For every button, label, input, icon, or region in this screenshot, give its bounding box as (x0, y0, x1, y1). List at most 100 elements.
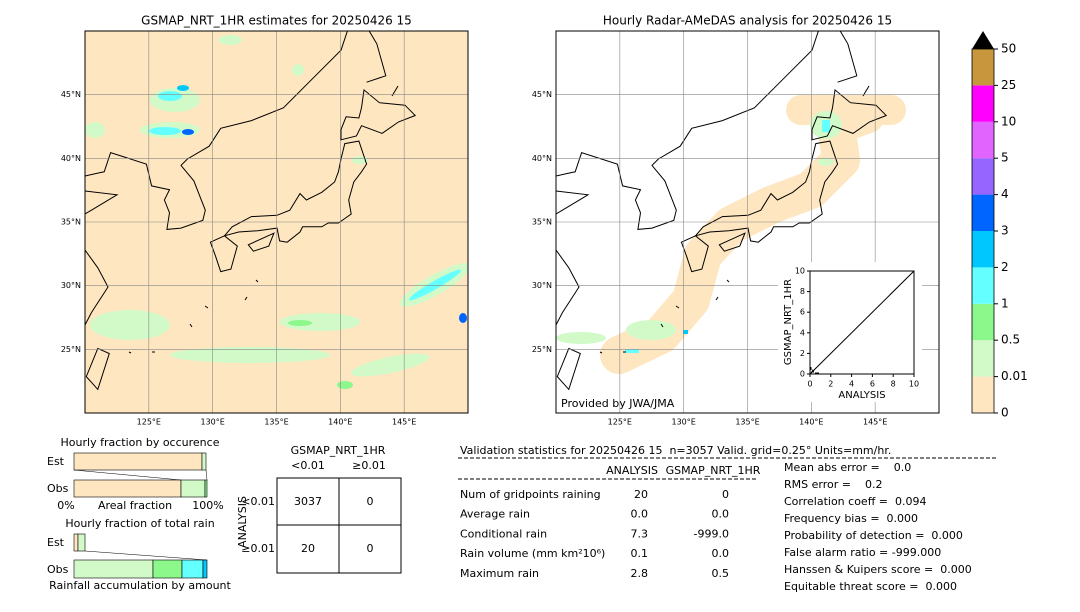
cell: 7.3 (631, 527, 649, 540)
lon-tick-label: 135°E (264, 418, 288, 427)
row-label: Rain volume (mm km²10⁶) (460, 547, 605, 560)
row-label: Obs (47, 563, 69, 576)
x-tick-label: 10 (909, 380, 919, 389)
lat-tick-label: 40°N (61, 154, 81, 163)
x-tick-label: 0 (807, 380, 812, 389)
lon-tick-label: 125°E (608, 418, 632, 427)
x-tick-label: 6 (870, 380, 875, 389)
panel-title: Hourly fraction of total rain (65, 517, 214, 530)
lat-tick-label: 40°N (532, 154, 552, 163)
panel-footer: Rainfall accumulation by amount (49, 579, 231, 592)
points (810, 367, 819, 374)
cell: 0 (367, 495, 374, 508)
score: Correlation coeff = 0.094 (784, 495, 926, 508)
panel-title: Hourly fraction by occurence (61, 436, 220, 449)
lat-tick-label: 35°N (61, 218, 81, 227)
lon-tick-label: 135°E (735, 418, 759, 427)
cell: 0.0 (631, 508, 649, 521)
colorbar-segment (972, 158, 994, 195)
lon-tick-label: 145°E (863, 418, 887, 427)
colorbar-extend (972, 31, 994, 49)
row-label: Average rain (460, 508, 530, 521)
row-label: Maximum rain (460, 567, 539, 580)
row-header: ≥0.01 (241, 542, 275, 555)
lon-tick-label: 140°E (328, 418, 352, 427)
row-title: ANALYSIS (236, 496, 249, 548)
colorbar-segment (972, 267, 994, 304)
lat-tick-label: 45°N (532, 90, 552, 99)
colorbar-segment (972, 340, 994, 377)
column-header: GSMAP_NRT_1HR (666, 464, 761, 477)
lon-tick-label: 125°E (137, 418, 161, 427)
row-label: Num of gridpoints raining (460, 488, 601, 501)
colorbar-label: 1 (1001, 296, 1009, 310)
colorbar-segment (972, 194, 994, 231)
fraction-bars (73, 452, 208, 498)
y-tick-label: 0 (800, 370, 805, 379)
precip (85, 35, 468, 389)
colorbar-label: 10 (1001, 114, 1016, 128)
cell: 2.8 (631, 567, 649, 580)
map-title: Hourly Radar-AMeDAS analysis for 2025042… (603, 14, 892, 28)
x-tick-label: 4 (849, 380, 854, 389)
colorbar-label: 50 (1001, 42, 1016, 56)
colorbar-label: 25 (1001, 78, 1016, 92)
scatter-inset: ANALYSIS GSMAP_NRT_1HR 0 2 4 6 8 10 0 2 4 6 8 10 (778, 262, 922, 402)
lat-tick-label: 25°N (532, 345, 552, 354)
y-label: GSMAP_NRT_1HR (783, 279, 794, 365)
lat-tick-label: 25°N (61, 345, 81, 354)
credit: Provided by JWA/JMA (561, 397, 675, 410)
score: Frequency bias = 0.000 (784, 512, 918, 525)
colorbar-segment (972, 121, 994, 159)
cell: 20 (301, 542, 315, 555)
axis-label: Areal fraction (98, 499, 172, 512)
score: Probability of detection = 0.000 (784, 529, 963, 542)
colorbar-label: 4 (1001, 187, 1009, 201)
colorbar-label: 5 (1001, 151, 1009, 165)
score: RMS error = 0.2 (784, 478, 882, 491)
colorbar-label: 0.01 (1001, 369, 1028, 383)
row-label: Obs (47, 482, 69, 495)
precip (556, 95, 906, 374)
cell: 0.5 (712, 567, 730, 580)
column-header: ANALYSIS (606, 464, 658, 477)
colorbar-segment (972, 85, 994, 122)
lat-tick-label: 30°N (61, 281, 81, 290)
x-tick-label: 8 (891, 380, 896, 389)
row-label: Est (47, 536, 65, 549)
colorbar-segment (972, 231, 994, 268)
colorbar-label: 0 (1001, 406, 1009, 420)
row-header: <0.01 (241, 495, 275, 508)
colorbar-segment (972, 303, 994, 341)
cell: 0.1 (631, 547, 649, 560)
cell: 20 (634, 488, 648, 501)
scores: Mean abs error = 0.0 RMS error = 0.2 Corre… (784, 461, 972, 593)
y-tick-label: 10 (795, 267, 805, 276)
lat-tick-label: 45°N (61, 90, 81, 99)
colorbar-label: 3 (1001, 224, 1009, 238)
table-grid (276, 477, 402, 574)
table-title: GSMAP_NRT_1HR (291, 444, 386, 457)
lat-tick-label: 35°N (532, 218, 552, 227)
x-label: ANALYSIS (838, 390, 885, 401)
cell: 0 (722, 488, 729, 501)
cell: 0.0 (712, 547, 730, 560)
colorbar-segment (972, 376, 994, 413)
cell: -999.0 (694, 527, 729, 540)
validation-header: Validation statistics for 20250426 15 n=… (460, 444, 891, 457)
colorbar-segment (972, 49, 994, 86)
lon-tick-label: 130°E (672, 418, 696, 427)
lon-tick-label: 145°E (392, 418, 416, 427)
y-tick-label: 2 (800, 349, 805, 358)
map-title: GSMAP_NRT_1HR estimates for 20250426 15 (141, 14, 412, 28)
y-tick-label: 4 (800, 328, 805, 337)
column-header: ≥0.01 (352, 459, 386, 472)
fraction-bars (73, 533, 208, 579)
y-tick-label: 8 (800, 287, 805, 296)
cell: 0.0 (712, 508, 730, 521)
diagonal (809, 270, 915, 375)
colorbar-label: 2 (1001, 260, 1009, 274)
x-tick-label: 2 (828, 380, 833, 389)
score: Equitable threat score = 0.000 (784, 580, 957, 593)
